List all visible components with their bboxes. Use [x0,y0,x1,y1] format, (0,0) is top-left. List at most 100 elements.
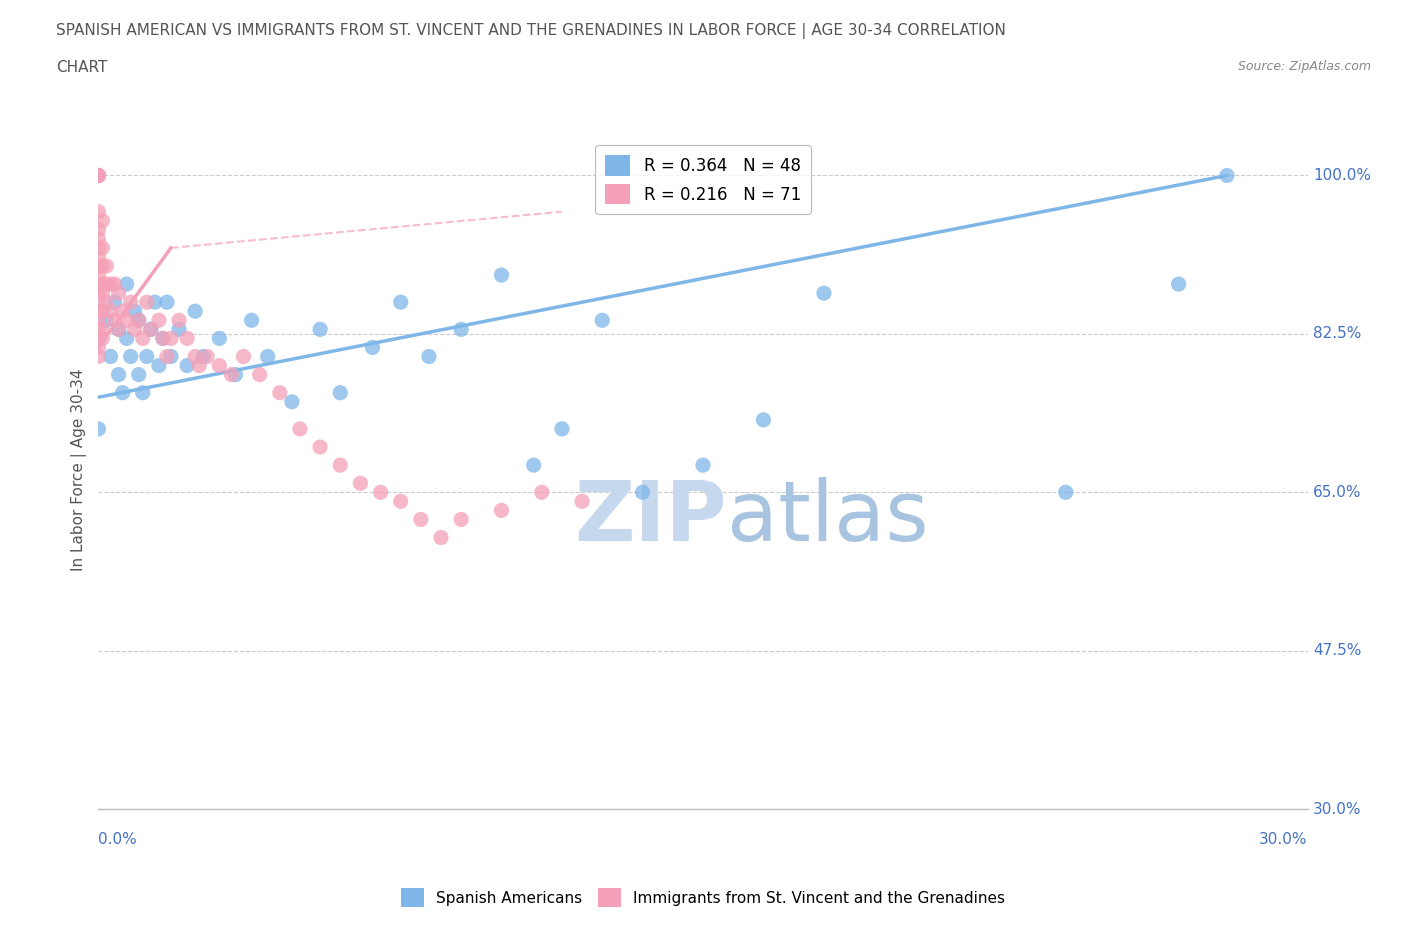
Point [107,367,129,382]
Point [409,512,432,527]
Point [571,494,593,509]
Point [107,286,129,300]
Point [752,412,775,427]
Text: 100.0%: 100.0% [1313,168,1371,183]
Point [124,304,146,319]
Point [208,358,231,373]
Point [100,304,122,319]
Point [87,168,110,183]
Point [128,367,150,382]
Text: 82.5%: 82.5% [1313,326,1361,341]
Point [132,331,155,346]
Point [176,331,198,346]
Point [361,340,384,355]
Point [91,276,114,291]
Point [530,485,553,499]
Text: CHART: CHART [56,60,108,75]
Point [87,249,110,264]
Point [103,295,125,310]
Point [100,349,122,364]
Point [491,503,513,518]
Point [143,295,166,310]
Point [96,259,118,273]
Point [329,385,352,400]
Point [87,276,110,291]
Point [91,259,114,273]
Point [692,458,714,472]
Point [188,358,211,373]
Point [184,349,207,364]
Text: 30.0%: 30.0% [1313,802,1361,817]
Point [139,322,162,337]
Point [551,421,574,436]
Point [87,232,110,246]
Point [309,440,332,455]
Point [87,259,110,273]
Point [389,295,412,310]
Point [139,322,162,337]
Point [256,349,278,364]
Point [87,295,110,310]
Point [96,295,118,310]
Point [100,276,122,291]
Point [349,476,371,491]
Point [87,286,110,300]
Point [87,241,110,256]
Text: 47.5%: 47.5% [1313,644,1361,658]
Point [152,331,174,346]
Point [87,421,110,436]
Point [87,168,110,183]
Text: SPANISH AMERICAN VS IMMIGRANTS FROM ST. VINCENT AND THE GRENADINES IN LABOR FORC: SPANISH AMERICAN VS IMMIGRANTS FROM ST. … [56,23,1007,39]
Point [450,322,472,337]
Point [156,349,179,364]
Point [87,322,110,337]
Point [87,168,110,183]
Point [167,312,190,327]
Point [91,213,114,228]
Text: 0.0%: 0.0% [98,832,138,847]
Point [195,349,218,364]
Point [87,331,110,346]
Point [1216,168,1239,183]
Point [103,276,125,291]
Point [288,421,311,436]
Point [160,331,183,346]
Text: 30.0%: 30.0% [1260,832,1308,847]
Point [87,268,110,283]
Point [115,312,138,327]
Point [120,295,142,310]
Point [91,241,114,256]
Point [813,286,835,300]
Point [418,349,440,364]
Point [269,385,291,400]
Point [309,322,332,337]
Point [208,331,231,346]
Point [91,322,114,337]
Point [87,205,110,219]
Text: ZIP: ZIP [575,477,727,558]
Legend: Spanish Americans, Immigrants from St. Vincent and the Grenadines: Spanish Americans, Immigrants from St. V… [395,883,1011,913]
Point [91,304,114,319]
Point [232,349,254,364]
Point [430,530,453,545]
Text: 65.0%: 65.0% [1313,485,1361,499]
Point [389,494,412,509]
Y-axis label: In Labor Force | Age 30-34: In Labor Force | Age 30-34 [72,368,87,571]
Point [184,304,207,319]
Legend: R = 0.364   N = 48, R = 0.216   N = 71: R = 0.364 N = 48, R = 0.216 N = 71 [595,145,811,214]
Point [128,312,150,327]
Point [591,312,613,327]
Point [152,331,174,346]
Point [107,322,129,337]
Point [193,349,215,364]
Point [87,349,110,364]
Point [240,312,263,327]
Point [103,312,125,327]
Point [160,349,183,364]
Point [281,394,304,409]
Point [111,385,134,400]
Point [221,367,243,382]
Point [148,312,170,327]
Point [87,340,110,355]
Point [148,358,170,373]
